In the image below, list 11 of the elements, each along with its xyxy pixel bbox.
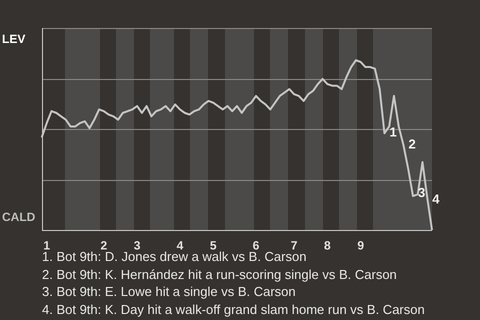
x-tick-label: 8 xyxy=(324,238,332,253)
text: LEV xyxy=(2,32,26,46)
annotation: 1 xyxy=(389,124,397,140)
annotation: 3 xyxy=(418,185,426,200)
text: 2. Bot 9th: K. Hernández hit a run-scoring single vs B. Carson xyxy=(42,266,398,283)
text: 4 xyxy=(432,191,440,206)
text: 4. Bot 9th: K. Day hit a walk-off grand slam home run vs B. Carson xyxy=(42,300,426,318)
x-tick-label: 9 xyxy=(357,238,364,253)
text: CALD xyxy=(2,210,36,224)
text: 3. Bot 9th: E. Lowe hit a single vs B. Carson xyxy=(42,283,297,300)
annotation: 2 xyxy=(408,136,416,152)
